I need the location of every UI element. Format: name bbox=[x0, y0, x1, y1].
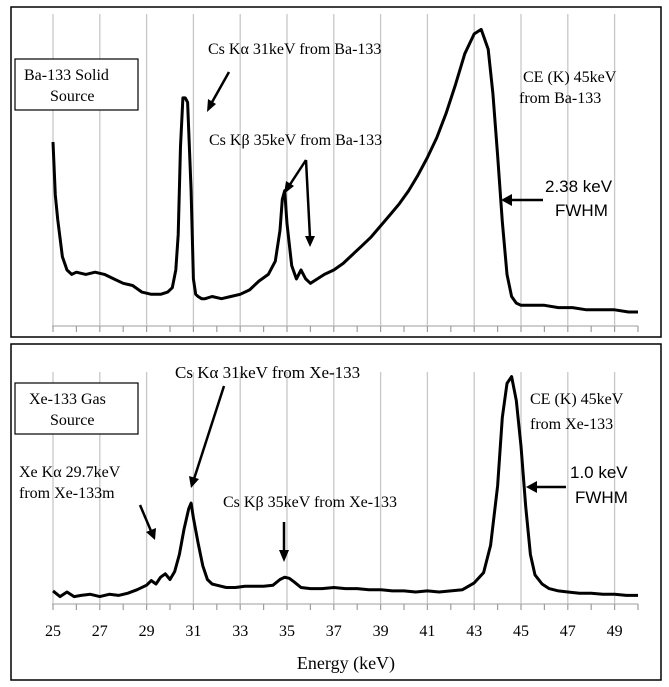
x-tick-label-27: 27 bbox=[92, 623, 108, 640]
x-tick-label-49: 49 bbox=[607, 623, 623, 640]
x-tick-label-43: 43 bbox=[466, 623, 482, 640]
bottom-x-ticks bbox=[52, 604, 639, 610]
x-tick-label-45: 45 bbox=[513, 623, 529, 640]
top-legend-line1: Ba-133 Solid bbox=[24, 67, 109, 84]
bottom-annotation-cs-kbeta: Cs Kβ 35keV from Xe-133 bbox=[223, 494, 397, 511]
arrowhead-xe-kalpha-bottom bbox=[146, 528, 156, 540]
arrow-cs-kalpha-top bbox=[209, 71, 231, 105]
arrow-xe-kalpha-bottom bbox=[138, 504, 153, 532]
x-tick-label-41: 41 bbox=[419, 623, 435, 640]
arrowhead-cs-kbeta-bottom bbox=[279, 550, 289, 562]
arrow-cs-kbeta-top-b bbox=[304, 159, 312, 239]
arrowhead-cs-kbeta-top-b bbox=[305, 236, 315, 247]
bottom-annotation-xe-line2: from Xe-133m bbox=[19, 485, 115, 502]
x-tick-label-37: 37 bbox=[326, 623, 342, 640]
top-annotation-cs-kbeta: Cs Kβ 35keV from Ba-133 bbox=[209, 132, 382, 149]
top-x-ticks bbox=[52, 326, 639, 332]
arrowhead-cs-kalpha-top bbox=[207, 99, 216, 112]
x-tick-label-25: 25 bbox=[45, 623, 61, 640]
top-annotation-arrows bbox=[207, 71, 543, 247]
top-legend-line2: Source bbox=[50, 88, 94, 105]
bottom-legend-line1: Xe-133 Gas bbox=[29, 391, 106, 408]
arrowhead-fwhm-bottom bbox=[526, 481, 537, 493]
top-spectrum-line bbox=[51, 27, 638, 314]
top-annotation-ce-line1: CE (K) 45keV bbox=[523, 69, 617, 86]
top-annotation-fwhm-label: FWHM bbox=[555, 201, 608, 220]
x-tick-label-31: 31 bbox=[185, 623, 201, 640]
x-tick-label-39: 39 bbox=[373, 623, 389, 640]
bottom-annotation-arrows bbox=[138, 385, 566, 562]
bottom-legend-box bbox=[14, 382, 139, 435]
bottom-annotation-fwhm-value: 1.0 keV bbox=[570, 463, 628, 482]
x-tick-label-33: 33 bbox=[232, 623, 248, 640]
bottom-x-tick-labels: 25 27 29 31 33 35 37 39 41 43 45 47 49 bbox=[45, 623, 623, 640]
x-tick-label-47: 47 bbox=[560, 623, 576, 640]
bottom-annotation-cs-kalpha: Cs Kα 31keV from Xe-133 bbox=[175, 363, 360, 382]
top-legend-box bbox=[14, 58, 139, 111]
top-annotation-ce-line2: from Ba-133 bbox=[519, 90, 601, 107]
x-tick-label-29: 29 bbox=[139, 623, 155, 640]
top-annotation-cs-kalpha: Cs Kα 31keV from Ba-133 bbox=[208, 41, 381, 58]
arrow-cs-kalpha-bottom bbox=[192, 385, 226, 480]
arrowhead-fwhm-top bbox=[501, 194, 512, 206]
arrowhead-cs-kbeta-top-a bbox=[284, 181, 294, 194]
bottom-annotation-fwhm-label: FWHM bbox=[575, 488, 628, 507]
x-tick-label-35: 35 bbox=[279, 623, 295, 640]
arrow-cs-kbeta-top-a bbox=[287, 159, 308, 187]
bottom-legend-line2: Source bbox=[50, 412, 94, 429]
bottom-panel: 25 27 29 31 33 35 37 39 41 43 45 47 49 Energy (keV) … bbox=[10, 343, 662, 681]
x-axis-label: Energy (keV) bbox=[297, 653, 395, 674]
bottom-annotation-ce-line1: CE (K) 45keV bbox=[530, 391, 624, 408]
bottom-spectrum-line bbox=[52, 375, 638, 599]
arrowhead-cs-kalpha-bottom bbox=[189, 476, 199, 488]
top-annotation-fwhm-value: 2.38 keV bbox=[545, 177, 613, 196]
top-panel: Ba-133 Solid Source Cs Kα 31keV from Ba-… bbox=[10, 6, 662, 338]
bottom-annotation-xe-line1: Xe Kα 29.7keV bbox=[19, 464, 121, 481]
bottom-annotation-ce-line2: from Xe-133 bbox=[530, 416, 613, 433]
